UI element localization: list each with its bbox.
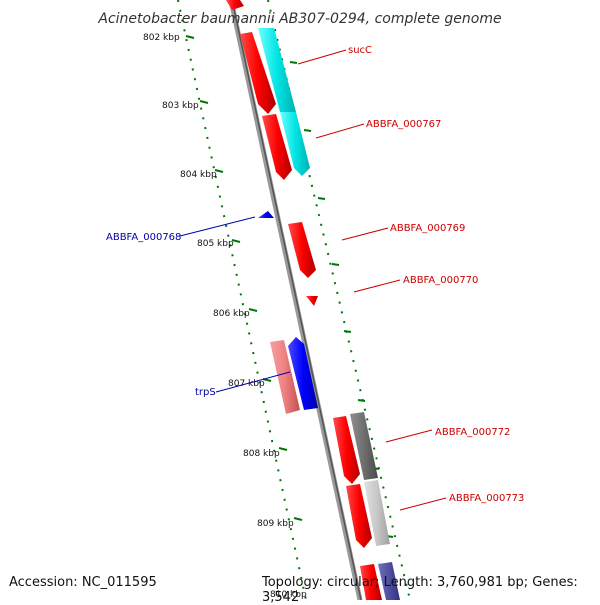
gene-label-000769[interactable]: ABBFA_000769 — [390, 223, 465, 234]
left-tick-track — [177, 0, 307, 600]
tick-label: 806 kbp — [213, 309, 250, 319]
gene-label-succ[interactable]: sucC — [348, 45, 372, 56]
genome-summary-text: Topology: circular; Length: 3,760,981 bp… — [262, 575, 578, 605]
tick-mark — [231, 239, 241, 243]
cds-arrow-000772 — [333, 416, 360, 484]
cds-arrow-bottom — [360, 564, 382, 600]
cds-arrow-000773 — [346, 484, 372, 548]
gene-labels: sucC ABBFA_000767 ABBFA_000768 ABBFA_000… — [106, 45, 524, 504]
accession-text: Accession: NC_011595 — [9, 575, 157, 590]
gene-label-000770[interactable]: ABBFA_000770 — [403, 275, 478, 286]
reverse-cds-features — [258, 211, 318, 410]
tick-mark — [278, 447, 288, 451]
gene-label-000768[interactable]: ABBFA_000768 — [106, 232, 181, 243]
tick-mark — [293, 517, 303, 521]
right-ticks — [289, 61, 394, 538]
forward-cds-features — [226, 0, 382, 600]
purple-feature — [378, 562, 400, 600]
cds-arrow-000769 — [288, 222, 316, 278]
dark-gray-feature — [350, 412, 378, 480]
tick-label: 804 kbp — [180, 170, 217, 180]
cds-arrow-succ — [240, 32, 276, 114]
tick-mark — [248, 308, 258, 312]
tick-tracks — [177, 0, 411, 600]
light-gray-feature — [364, 480, 390, 546]
tick-label: 805 kbp — [197, 239, 234, 249]
tick-label: 809 kbp — [257, 519, 294, 529]
pink-feature — [270, 340, 300, 414]
cds-arrow-000767 — [262, 114, 292, 180]
tick-mark — [199, 100, 209, 104]
cyan-feature-track — [258, 28, 310, 176]
tick-label: 810 kbp — [270, 590, 307, 600]
gene-label-trps[interactable]: trpS — [195, 387, 216, 398]
tick-label: 808 kbp — [243, 449, 280, 459]
map-title: Acinetobacter baumannii AB307-0294, comp… — [97, 11, 501, 27]
cds-arrow-000768 — [258, 211, 274, 218]
other-feature-tracks — [270, 340, 400, 600]
gene-label-000773[interactable]: ABBFA_000773 — [449, 493, 524, 504]
gene-label-000772[interactable]: ABBFA_000772 — [435, 427, 510, 438]
gene-label-000767[interactable]: ABBFA_000767 — [366, 119, 441, 130]
tick-mark — [214, 169, 224, 173]
label-leaders — [179, 49, 447, 511]
genome-backbone — [228, 0, 363, 600]
tick-label: 803 kbp — [162, 101, 199, 111]
cds-arrow-trps — [288, 337, 318, 410]
cds-arrow-top — [226, 0, 244, 10]
tick-label: 802 kbp — [143, 33, 180, 43]
tick-mark — [185, 35, 195, 39]
cds-arrow-000770 — [306, 296, 318, 306]
